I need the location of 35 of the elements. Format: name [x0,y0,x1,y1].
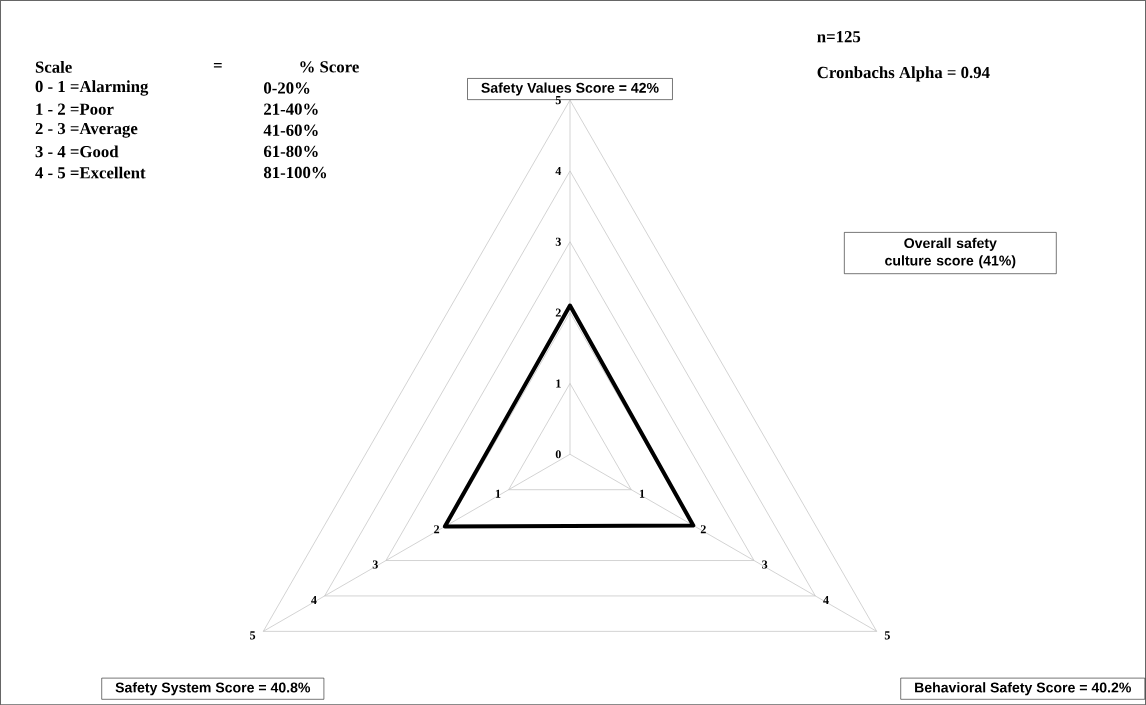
y-tick-label: 1 [556,379,561,388]
text: 3 - 4 =Good [35,145,119,158]
spoke-label: Safety System Score = 40.8% [115,681,311,696]
text: n=125 [817,30,861,43]
spoke-label: Safety Values Score = 42% [481,82,659,96]
text: 3 [762,560,768,569]
text: 3 [372,560,378,569]
y-tick-label: 5 [555,95,561,104]
text: 5 [250,631,256,640]
text: 1 - 2 =Poor [36,103,114,115]
text: % Score [300,61,359,73]
text: 4 - 5 =Excellent [35,166,146,179]
text: 5 [884,631,890,640]
y-tick-label: 3 [555,237,561,246]
y-tick-label: 4 [555,166,562,175]
spoke-label: Behavioral Safety Score = 40.2% [915,681,1131,696]
text: 0-20% [264,82,310,94]
text: Overall safety culture score (41%) [885,237,1016,269]
text: 61-80% [263,145,318,157]
text: 0 - 1 =Alarming [35,80,149,96]
text: 4 [823,595,829,604]
text: = [213,62,222,68]
text: 1 [639,489,645,498]
text: 21-40% [264,103,318,115]
text: 81-100% [263,166,327,179]
text: 4 [311,595,317,604]
text: 2 [434,524,440,533]
text: 2 [700,524,706,533]
text: 41-60% [263,124,318,136]
text: 1 [495,489,501,498]
text: Cronbachs Alpha = 0.94 [817,66,990,82]
text: Scale [35,60,72,73]
y-tick-label: 0 [555,450,561,459]
y-tick-label: 2 [555,308,561,317]
text: 2 - 3 =Average [35,122,138,138]
